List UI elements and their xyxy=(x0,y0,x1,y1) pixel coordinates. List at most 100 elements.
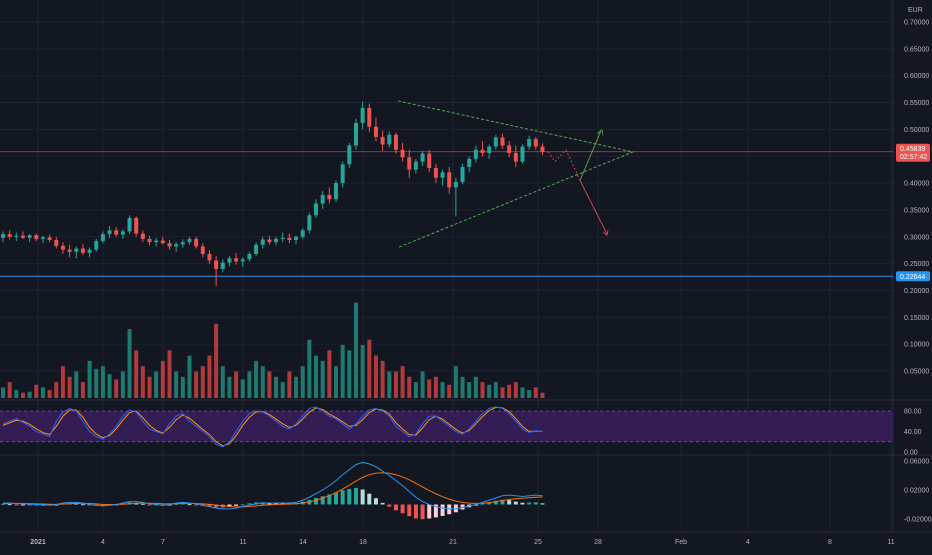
volume-bar xyxy=(120,371,125,398)
volume-bar xyxy=(387,371,392,398)
candle-body xyxy=(320,194,325,204)
macd-histogram-bar xyxy=(80,504,85,506)
volume-bar xyxy=(114,379,119,398)
price-tick-label: 0.65000 xyxy=(904,46,929,53)
candle-body xyxy=(393,134,398,150)
volume-bar xyxy=(240,379,245,398)
macd-histogram-bar xyxy=(540,503,545,505)
volume-bar xyxy=(280,382,285,398)
price-tick-label: 0.60000 xyxy=(904,73,929,80)
macd-histogram-bar xyxy=(227,504,232,507)
projection-zigzag xyxy=(547,131,601,182)
macd-histogram-bar xyxy=(187,504,192,506)
volume-bar xyxy=(533,387,538,398)
volume-bar xyxy=(433,376,438,398)
macd-histogram-bar xyxy=(314,497,319,505)
price-tick-label: 0.55000 xyxy=(904,100,929,107)
macd-histogram-bar xyxy=(347,488,352,505)
macd-histogram-bar xyxy=(473,504,478,506)
volume-bar xyxy=(127,329,132,398)
candle-body xyxy=(460,166,465,183)
volume-bar xyxy=(373,355,378,398)
candle-body xyxy=(80,248,85,253)
candle-body xyxy=(207,253,212,261)
volume-bar xyxy=(294,376,299,398)
macd-line xyxy=(3,461,543,510)
candle-body xyxy=(487,146,492,154)
candle-body xyxy=(500,137,505,146)
volume-bar xyxy=(314,355,319,398)
volume-bar xyxy=(440,382,445,398)
time-axis-label: 14 xyxy=(299,539,307,546)
macd-histogram-bar xyxy=(14,504,19,506)
volume-bar xyxy=(154,371,159,398)
volume-bar xyxy=(27,391,32,398)
volume-bar xyxy=(54,382,59,398)
volume-bar xyxy=(353,302,358,398)
volume-bar xyxy=(174,371,179,398)
volume-bar xyxy=(513,382,518,398)
macd-histogram-bar xyxy=(240,504,245,506)
time-axis-label: 11 xyxy=(239,539,246,546)
volume-bar xyxy=(254,360,259,398)
volume-bar xyxy=(227,376,232,398)
volume-bar xyxy=(14,390,19,398)
candle-body xyxy=(1,234,5,238)
candle-body xyxy=(147,238,152,243)
price-tick-label: 0.20000 xyxy=(904,288,929,295)
macd-histogram-bar xyxy=(500,499,505,505)
macd-histogram-bar xyxy=(480,503,485,505)
time-axis-label: Feb xyxy=(675,539,687,546)
volume-bar xyxy=(1,387,5,398)
last-price-value: 0.45839 xyxy=(900,146,925,153)
candle-body xyxy=(334,183,338,200)
time-axis-label: 28 xyxy=(594,539,602,546)
macd-histogram-bar xyxy=(507,500,512,505)
volume-bar xyxy=(180,376,185,398)
macd-tick-label: 0.02000 xyxy=(904,488,929,495)
macd-histogram-bar xyxy=(380,502,385,505)
macd-histogram-bar xyxy=(247,503,252,505)
bearish-arrowhead xyxy=(602,230,609,236)
candle-body xyxy=(240,259,245,262)
candle-body xyxy=(114,230,119,235)
volume-bar xyxy=(480,382,485,398)
volume-bar xyxy=(420,371,425,398)
volume-bar xyxy=(160,360,165,398)
macd-histogram-bar xyxy=(7,504,12,506)
price-tick-label: 0.05000 xyxy=(904,369,929,376)
volume-bar xyxy=(200,366,205,398)
macd-histogram-bar xyxy=(400,504,405,514)
volume-bar xyxy=(100,366,105,398)
volume-bar xyxy=(20,392,25,398)
time-axis-label: 4 xyxy=(746,539,750,546)
macd-histogram-bar xyxy=(520,502,525,505)
volume-bar xyxy=(380,360,385,398)
candle-body xyxy=(227,258,232,263)
macd-histogram-bar xyxy=(420,504,425,520)
macd-histogram-bar xyxy=(194,504,199,506)
candle-body xyxy=(247,253,252,260)
candle-body xyxy=(480,149,485,154)
macd-histogram-bar xyxy=(214,504,219,508)
time-axis-label: 25 xyxy=(534,539,542,546)
volume-bar xyxy=(400,366,405,398)
rsi-signal-line xyxy=(2,406,543,447)
candle-body xyxy=(154,240,159,243)
candle-body xyxy=(274,238,279,243)
rsi-band xyxy=(0,411,893,442)
candle-body xyxy=(427,153,432,169)
macd-histogram-bar xyxy=(427,504,432,519)
candle-body xyxy=(307,215,312,231)
candle-body xyxy=(314,203,319,216)
candle-body xyxy=(127,217,132,232)
macd-histogram-bar xyxy=(334,492,338,505)
volume-bar xyxy=(80,382,85,398)
volume-bar xyxy=(340,345,345,398)
volume-bar xyxy=(500,387,505,398)
volume-bar xyxy=(427,379,432,398)
macd-histogram-bar xyxy=(320,496,325,505)
volume-bar xyxy=(453,366,458,398)
